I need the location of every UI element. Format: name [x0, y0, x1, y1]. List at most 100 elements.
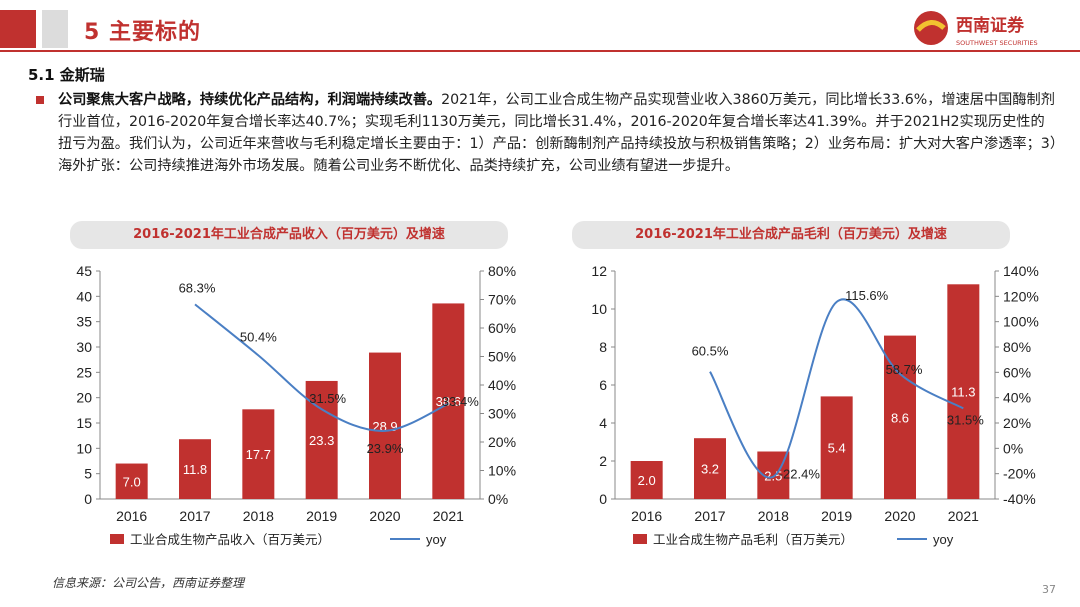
bar	[115, 463, 148, 499]
x-tick-label: 2020	[369, 508, 400, 524]
yoy-value-label: -22.4%	[779, 467, 821, 482]
right-tick-label: 10%	[488, 463, 516, 479]
x-tick-label: 2019	[306, 508, 337, 524]
bar	[432, 303, 465, 499]
yoy-value-label: 31.5%	[309, 391, 346, 406]
left-tick-label: 12	[591, 263, 607, 279]
left-tick-label: 8	[599, 339, 607, 355]
left-tick-label: 0	[599, 491, 607, 507]
summary-paragraph: 公司聚焦大客户战略，持续优化产品结构，利润端持续改善。2021年，公司工业合成生…	[58, 89, 1058, 177]
right-tick-label: 120%	[1003, 288, 1039, 304]
left-tick-label: 15	[76, 415, 92, 431]
yoy-value-label: 58.7%	[886, 362, 923, 377]
right-tick-label: 80%	[1003, 339, 1031, 355]
bar-value-label: 38.6	[436, 394, 461, 409]
right-tick-label: 0%	[1003, 440, 1023, 456]
header-divider	[0, 50, 1080, 52]
bar	[630, 461, 663, 499]
x-tick-label: 2016	[116, 508, 147, 524]
right-tick-label: -20%	[1003, 466, 1036, 482]
x-tick-label: 2018	[243, 508, 274, 524]
right-tick-label: 40%	[1003, 390, 1031, 406]
left-tick-label: 20	[76, 390, 92, 406]
left-tick-label: 35	[76, 314, 92, 330]
left-tick-label: 5	[84, 466, 92, 482]
x-tick-label: 2019	[821, 508, 852, 524]
bar-value-label: 2.0	[638, 473, 656, 488]
bar-value-label: 5.4	[828, 441, 846, 456]
left-tick-label: 6	[599, 377, 607, 393]
left-tick-label: 45	[76, 263, 92, 279]
chart-revenue: 0 5 10 15 20 25 30 35 40 45 0% 10% 20% 30% 40% 50% 60% 70…	[76, 263, 516, 547]
left-tick-label: 10	[591, 301, 607, 317]
right-tick-label: 140%	[1003, 263, 1039, 279]
yoy-value-label: 60.5%	[692, 344, 729, 359]
header-accent-block	[0, 10, 36, 48]
bar	[694, 438, 726, 499]
right-tick-label: 0%	[488, 491, 508, 507]
x-tick-label: 2016	[631, 508, 662, 524]
yoy-value-label: 31.5%	[947, 412, 984, 427]
left-tick-label: 4	[599, 415, 607, 431]
bar-value-label: 17.7	[246, 447, 271, 462]
right-tick-label: 30%	[488, 406, 516, 422]
x-tick-label: 2017	[694, 508, 725, 524]
yoy-value-label: 68.3%	[179, 280, 216, 295]
yoy-value-label: 50.4%	[240, 329, 277, 344]
legend-bar-swatch	[633, 534, 647, 544]
left-tick-label: 30	[76, 339, 92, 355]
left-tick-label: 40	[76, 288, 92, 304]
logo-swoosh-icon	[916, 20, 946, 32]
bar-value-label: 8.6	[891, 410, 909, 425]
bar-value-label: 7.0	[123, 474, 141, 489]
bullet-icon	[36, 96, 44, 104]
legend-bar-label: 工业合成生物产品毛利（百万美元）	[653, 532, 853, 547]
x-tick-label: 2017	[179, 508, 210, 524]
x-tick-label: 2020	[884, 508, 915, 524]
bar	[369, 352, 401, 499]
left-tick-label: 0	[84, 491, 92, 507]
source-note: 信息来源：公司公告，西南证券整理	[52, 576, 245, 590]
left-tick-label: 25	[76, 364, 92, 380]
yoy-value-label: 23.9%	[367, 441, 404, 456]
bar-value-label: 3.2	[701, 462, 719, 477]
right-tick-label: 80%	[488, 263, 516, 279]
bar	[820, 396, 853, 499]
right-tick-label: 20%	[488, 434, 516, 450]
legend-bar-label: 工业合成生物产品收入（百万美元）	[130, 532, 330, 547]
yoy-line	[194, 303, 449, 432]
bar	[242, 409, 275, 499]
right-tick-label: 100%	[1003, 314, 1039, 330]
summary-lead: 公司聚焦大客户战略，持续优化产品结构，利润端持续改善。	[58, 92, 442, 108]
right-tick-label: 20%	[1003, 415, 1031, 431]
left-tick-label: 2	[599, 453, 607, 469]
logo-text: 西南证券	[956, 15, 1025, 36]
right-tick-label: -40%	[1003, 491, 1036, 507]
company-logo: 西南证券 SOUTHWEST SECURITIES	[914, 11, 1038, 47]
left-tick-label: 10	[76, 440, 92, 456]
page-number: 37	[1042, 583, 1056, 596]
yoy-value-label: 115.6%	[845, 288, 889, 303]
right-tick-label: 70%	[488, 292, 516, 308]
x-tick-label: 2018	[758, 508, 789, 524]
legend-line-label: yoy	[933, 532, 954, 547]
chart1-title: 2016-2021年工业合成产品收入（百万美元）及增速	[70, 221, 508, 249]
yoy-value-label: 33.4%	[442, 394, 479, 409]
right-tick-label: 50%	[488, 349, 516, 365]
bar	[947, 284, 980, 499]
summary-body: 2021年，公司工业合成生物产品实现营业收入3860万美元，同比增长33.6%，…	[58, 92, 1057, 174]
logo-circle-icon	[914, 11, 948, 45]
x-tick-label: 2021	[433, 508, 464, 524]
x-tick-label: 2021	[948, 508, 979, 524]
bar-value-label: 23.3	[309, 433, 334, 448]
page-title: 5 主要标的	[84, 20, 201, 45]
header-bar: 5 主要标的	[0, 0, 1080, 60]
yoy-line	[709, 298, 964, 479]
header-grey-block	[42, 10, 68, 48]
bar	[179, 439, 211, 499]
right-tick-label: 40%	[488, 377, 516, 393]
legend-bar-swatch	[110, 534, 124, 544]
bar-value-label: 11.3	[951, 385, 975, 400]
right-tick-label: 60%	[1003, 364, 1031, 380]
chart-gross-profit: 0 2 4 6 8 10 12 -40% -20% 0% 20% 40% 60% 80% 100% 120% 1…	[591, 263, 1039, 547]
